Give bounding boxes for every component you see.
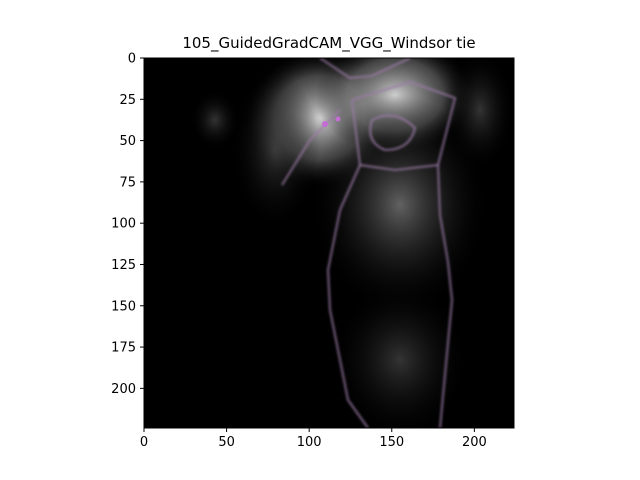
y-tick-label: 150 <box>111 299 136 314</box>
highlight-dot <box>335 116 341 122</box>
y-tick-label: 50 <box>119 134 136 149</box>
x-tick-label: 50 <box>218 435 235 450</box>
y-tick-label: 125 <box>111 258 136 273</box>
plot-frame <box>143 57 515 429</box>
y-tick-label: 0 <box>128 52 136 67</box>
x-axis: 0 50 100 150 200 <box>140 428 487 450</box>
chart-title: 105_GuidedGradCAM_VGG_Windsor tie <box>182 34 475 53</box>
tie-outline <box>281 58 456 428</box>
y-tick-label: 175 <box>111 341 136 356</box>
y-tick-label: 75 <box>119 175 136 190</box>
y-tick-label: 200 <box>111 382 136 397</box>
x-tick-label: 0 <box>140 435 148 450</box>
y-tick-label: 25 <box>119 93 136 108</box>
glow-blob-middle <box>310 95 490 315</box>
y-axis: 0 25 50 75 100 125 150 175 200 <box>111 52 144 397</box>
glow-blob-lower <box>330 280 470 428</box>
glow-blob-left <box>230 70 320 230</box>
x-tick-label: 100 <box>297 435 322 450</box>
highlight-dot <box>322 121 328 127</box>
x-tick-label: 200 <box>462 435 487 450</box>
axes: 0 50 100 150 200 0 25 50 75 100 125 150 175 200 <box>111 52 515 450</box>
glow-blob-right <box>445 58 514 170</box>
heatmap-image <box>144 58 514 428</box>
x-tick-label: 150 <box>379 435 404 450</box>
y-tick-label: 100 <box>111 217 136 232</box>
glow-blob-far-left <box>190 90 240 150</box>
